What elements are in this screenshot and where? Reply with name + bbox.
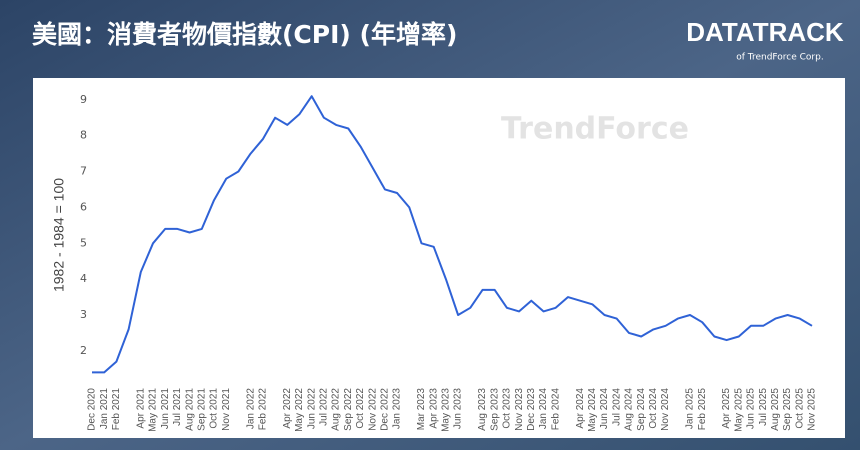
- x-tick-label: May 2024: [587, 388, 598, 432]
- y-tick-label: 4: [80, 272, 87, 285]
- x-tick-label: Jul 2024: [611, 388, 622, 426]
- chart-title: 美國：消費者物價指數(CPI) (年增率): [32, 20, 457, 49]
- x-tick-label: Feb 2025: [697, 388, 708, 431]
- x-tick-label: May 2025: [733, 388, 744, 432]
- x-tick-label: Oct 2022: [355, 388, 366, 429]
- x-tick-label: Sep 2022: [343, 388, 354, 431]
- x-tick-label: Sep 2024: [636, 388, 647, 431]
- x-tick-label: Jun 2021: [160, 388, 171, 430]
- x-tick-label: Jul 2022: [319, 388, 330, 426]
- x-tick-label: Apr 2024: [575, 388, 586, 429]
- y-tick-label: 8: [80, 129, 87, 142]
- x-tick-label: May 2021: [148, 388, 159, 432]
- x-tick-label: Jan 2021: [99, 388, 110, 430]
- x-tick-label: Jul 2025: [758, 388, 769, 426]
- x-tick-label: Mar 2023: [416, 388, 427, 431]
- y-tick-label: 9: [80, 93, 87, 106]
- y-tick-label: 6: [80, 200, 87, 213]
- y-axis-label: 1982 - 1984 = 100: [51, 178, 67, 292]
- x-tick-label: Oct 2024: [648, 388, 659, 429]
- x-tick-label: Nov 2021: [221, 388, 232, 431]
- x-tick-label: Sep 2025: [782, 388, 793, 431]
- panel: [33, 78, 845, 438]
- x-tick-label: Apr 2025: [721, 388, 732, 429]
- x-tick-label: Jun 2023: [453, 388, 464, 430]
- x-tick-label: Jan 2022: [245, 388, 256, 430]
- x-tick-label: Sep 2023: [489, 388, 500, 431]
- y-tick-label: 3: [80, 308, 87, 321]
- x-tick-label: Jan 2023: [392, 388, 403, 430]
- x-tick-label: Oct 2025: [794, 388, 805, 429]
- x-tick-label: May 2023: [441, 388, 452, 432]
- x-tick-label: Aug 2025: [770, 388, 781, 431]
- brand-sub: of TrendForce Corp.: [736, 53, 823, 63]
- x-tick-label: Jun 2022: [306, 388, 317, 430]
- x-tick-label: Jan 2024: [538, 388, 549, 430]
- x-tick-label: Aug 2023: [477, 388, 488, 431]
- x-tick-label: Apr 2021: [135, 388, 146, 429]
- x-tick-label: Dec 2020: [87, 388, 98, 431]
- x-tick-label: Oct 2023: [502, 388, 513, 429]
- x-tick-label: Dec 2022: [380, 388, 391, 431]
- x-tick-label: Nov 2025: [807, 388, 818, 431]
- y-tick-label: 2: [80, 344, 87, 357]
- x-tick-label: Feb 2024: [550, 388, 561, 431]
- watermark: TrendForce: [501, 112, 689, 147]
- x-tick-label: Dec 2023: [526, 388, 537, 431]
- y-tick-label: 7: [80, 165, 87, 178]
- x-tick-label: Jul 2021: [172, 388, 183, 426]
- x-tick-label: Nov 2022: [367, 388, 378, 431]
- x-tick-label: Aug 2021: [184, 388, 195, 431]
- x-tick-label: Aug 2022: [331, 388, 342, 431]
- y-tick-label: 5: [80, 236, 87, 249]
- x-tick-label: Jun 2025: [746, 388, 757, 430]
- x-tick-label: Feb 2021: [111, 388, 122, 431]
- x-tick-label: Aug 2024: [624, 388, 635, 431]
- x-tick-label: Jun 2024: [599, 388, 610, 430]
- brand: DATATRACK: [686, 17, 844, 47]
- x-tick-label: Feb 2022: [257, 388, 268, 431]
- x-tick-label: Oct 2021: [209, 388, 220, 429]
- x-tick-label: Jan 2025: [685, 388, 696, 430]
- x-tick-label: May 2022: [294, 388, 305, 432]
- x-tick-label: Apr 2022: [282, 388, 293, 429]
- x-tick-label: Nov 2023: [514, 388, 525, 431]
- x-tick-label: Nov 2024: [660, 388, 671, 431]
- x-tick-label: Sep 2021: [196, 388, 207, 431]
- line: [92, 95, 813, 374]
- x-tick-label: Apr 2023: [428, 388, 439, 429]
